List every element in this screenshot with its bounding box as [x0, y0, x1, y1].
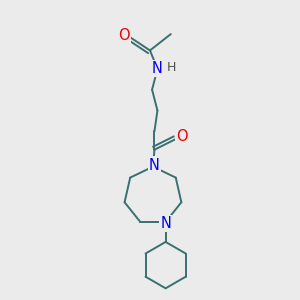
- Text: N: N: [152, 61, 163, 76]
- Text: N: N: [149, 158, 160, 173]
- Text: N: N: [160, 216, 171, 231]
- Text: O: O: [176, 129, 188, 144]
- Text: H: H: [167, 61, 176, 74]
- Text: O: O: [118, 28, 130, 43]
